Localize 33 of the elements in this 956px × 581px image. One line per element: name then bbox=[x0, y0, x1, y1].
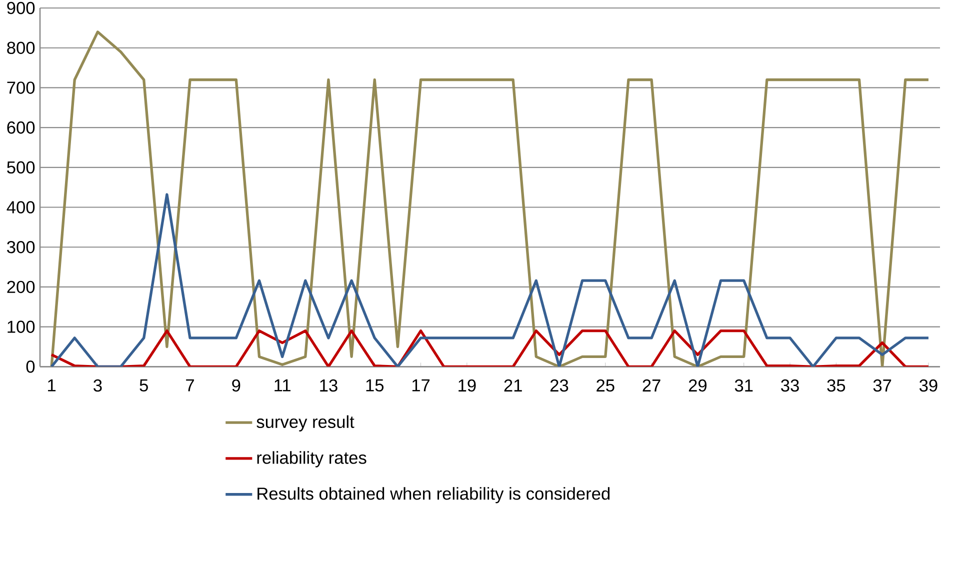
y-tick-label: 500 bbox=[7, 161, 35, 174]
x-tick-label: 35 bbox=[827, 379, 846, 392]
x-tick-label: 29 bbox=[688, 379, 707, 392]
x-tick-label: 17 bbox=[412, 379, 430, 392]
y-tick-label: 0 bbox=[26, 360, 35, 373]
x-tick-label: 3 bbox=[94, 379, 102, 392]
x-tick-label: 11 bbox=[274, 379, 290, 392]
x-tick-label: 19 bbox=[458, 379, 476, 392]
x-tick-label: 5 bbox=[140, 379, 148, 392]
x-tick-label: 13 bbox=[320, 379, 338, 392]
x-tick-label: 23 bbox=[550, 379, 568, 392]
y-tick-label: 200 bbox=[7, 280, 35, 293]
y-tick-label: 300 bbox=[7, 240, 35, 254]
y-tick-label: 900 bbox=[7, 2, 35, 14]
y-tick-label: 700 bbox=[7, 81, 35, 94]
x-tick-label: 33 bbox=[781, 379, 799, 392]
x-tick-label: 1 bbox=[48, 379, 56, 392]
x-tick-label: 15 bbox=[366, 379, 384, 392]
y-tick-label: 400 bbox=[6, 200, 35, 214]
legend-label: survey result bbox=[256, 415, 354, 432]
x-tick-label: 25 bbox=[596, 379, 614, 392]
x-tick-label: 31 bbox=[734, 379, 753, 392]
x-tick-label: 21 bbox=[504, 379, 522, 392]
legend-label: Results obtained when reliability is considered bbox=[258, 486, 610, 504]
x-tick-label: 37 bbox=[873, 379, 892, 392]
x-tick-label: 9 bbox=[232, 379, 240, 392]
x-tick-label: 7 bbox=[186, 379, 194, 392]
y-tick-label: 600 bbox=[7, 121, 35, 134]
x-tick-label: 27 bbox=[642, 379, 660, 392]
x-tick-label: 39 bbox=[919, 379, 938, 392]
y-tick-label: 100 bbox=[8, 320, 35, 333]
legend-label: reliability rates bbox=[257, 451, 366, 468]
y-tick-label: 800 bbox=[7, 42, 35, 54]
